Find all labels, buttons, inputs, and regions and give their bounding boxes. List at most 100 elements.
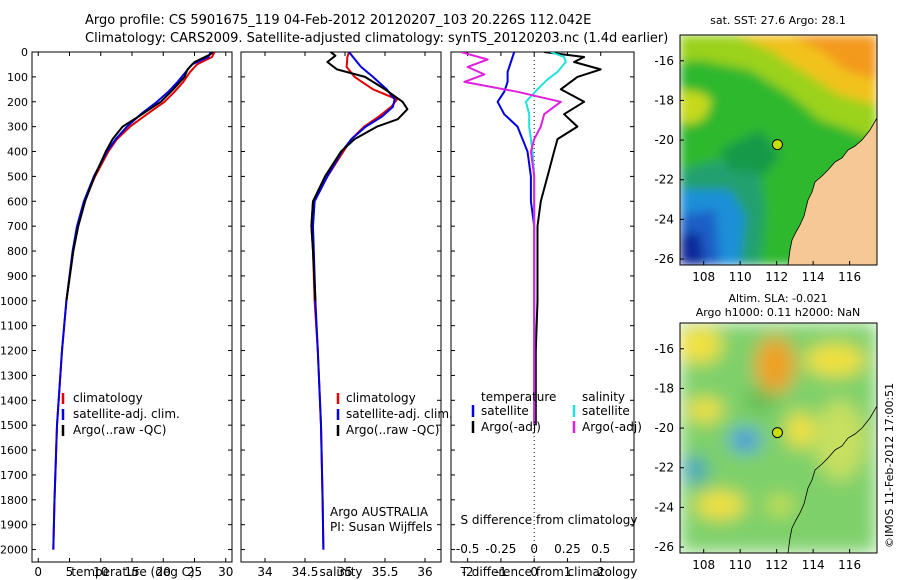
map-x-tick-label: 112 (765, 558, 788, 572)
legend-label-climatology: climatology (346, 391, 416, 405)
sla-map-ticks: 108 110 112 114 116 -16 -18 -20 -22 -24 -26 (654, 342, 861, 572)
map-x-tick-label: 110 (729, 558, 752, 572)
legend-label-sal-satellite: satellite (582, 404, 630, 418)
series-line-satellite-adj-clim- (52, 52, 212, 550)
sst-map-frame (679, 34, 878, 266)
series-line-temperature-argo-adj- (534, 52, 602, 426)
sla-map-subtitle: Argo h1000: 0.11 h2000: NaN (696, 306, 861, 319)
sla-map-argo-marker (771, 427, 783, 439)
sst-map-land (787, 117, 877, 265)
x-tick-label: 30 (218, 565, 233, 579)
sst-map-title: sat. SST: 27.6 Argo: 28.1 (710, 14, 846, 27)
x-tick-label: 10 (93, 565, 108, 579)
legend-header-temperature: temperature (481, 390, 556, 404)
y-tick-label: 1500 (0, 419, 28, 432)
y-tick-label: 800 (7, 245, 28, 258)
map-y-tick-label: -22 (654, 461, 674, 475)
legend-label-satellite: satellite-adj. clim. (73, 407, 180, 421)
temperature-plot-frame (31, 51, 233, 563)
x-tick-label: -1 (495, 565, 507, 579)
argo-program-label: Argo AUSTRALIA (330, 505, 429, 519)
y-tick-label: 900 (7, 270, 28, 283)
map-y-tick-label: -26 (654, 252, 674, 266)
y-tick-label: 1000 (0, 295, 28, 308)
map-y-tick-label: -24 (654, 212, 674, 226)
series-line-climatology (310, 52, 398, 550)
map-x-tick-label: 108 (692, 558, 715, 572)
legend-label-satellite: satellite-adj. clim. (346, 407, 453, 421)
x-tick-label: 36 (417, 565, 432, 579)
y-tick-label: 1100 (0, 320, 28, 333)
temperature-axis-ticks: 0 5 10 15 20 25 300100200300400500600700800900… (0, 46, 233, 579)
map-y-tick-label: -22 (654, 173, 674, 187)
map-y-tick-label: -16 (654, 54, 674, 68)
x-tick-label: 34 (257, 565, 272, 579)
sst-map-argo-marker (771, 139, 783, 151)
salinity-series (310, 52, 409, 550)
map-x-tick-label: 110 (729, 270, 752, 284)
salinity-axis-ticks: 34 34.5 35 35.5 36 (241, 51, 441, 579)
salinity-plot-frame (240, 51, 442, 563)
map-y-tick-label: -16 (654, 342, 674, 356)
y-tick-label: 300 (7, 121, 28, 134)
x-tick-label: 0 (530, 565, 538, 579)
y-tick-label: 1600 (0, 444, 28, 457)
map-x-tick-label: 114 (802, 270, 825, 284)
difference-xlabel-salinity: S difference from climatology (461, 513, 638, 527)
series-line-satellite-adj-clim- (312, 52, 396, 550)
map-x-tick-label: 116 (838, 270, 861, 284)
x-tick-label: 5 (66, 565, 74, 579)
x-tick-label: 35.5 (372, 565, 399, 579)
y-tick-label: 2000 (0, 544, 28, 557)
sla-map-frame (679, 322, 878, 554)
imos-timestamp: ©IMOS 11-Feb-2012 17:00:51 (883, 383, 896, 548)
map-y-tick-label: -18 (654, 381, 674, 395)
y-tick-label: 400 (7, 146, 28, 159)
y-tick-label: 1200 (0, 345, 28, 358)
figure-title-line2: Climatology: CARS2009. Satellite-adjuste… (85, 31, 668, 46)
sla-map-field (680, 323, 877, 553)
series-line-temperature-satellite (496, 52, 536, 426)
x-tick-label: 25 (187, 565, 202, 579)
series-line-climatology (52, 52, 216, 550)
legend-header-salinity: salinity (582, 390, 625, 404)
y-tick-label: 1400 (0, 394, 28, 407)
legend-label-climatology: climatology (73, 391, 143, 405)
sla-map-coastline (787, 405, 877, 553)
map-y-tick-label: -26 (654, 540, 674, 554)
y-tick-label: 500 (7, 170, 28, 183)
legend-label-temp-argo: Argo(-adj) (481, 420, 541, 434)
difference-legend: temperature salinity satellite Argo(-adj… (471, 390, 642, 434)
difference-plot-frame (450, 51, 635, 563)
difference-series (460, 52, 602, 426)
map-x-tick-label: 108 (692, 270, 715, 284)
series-line-argo-raw-qc- (65, 52, 214, 301)
y-tick-label: 1300 (0, 369, 28, 382)
x-tick-label: 34.5 (292, 565, 319, 579)
series-line-argo-raw-qc- (310, 52, 409, 301)
y-tick-label: 700 (7, 220, 28, 233)
map-y-tick-label: -20 (654, 421, 674, 435)
x-tick-label: 15 (124, 565, 139, 579)
map-x-tick-label: 114 (802, 558, 825, 572)
series-line-salinity-satellite (524, 52, 567, 426)
temperature-series (52, 52, 216, 550)
map-y-tick-label: -18 (654, 93, 674, 107)
y-tick-label: 100 (7, 71, 28, 84)
legend-label-argo: Argo(..raw -QC) (73, 423, 166, 437)
map-y-tick-label: -20 (654, 133, 674, 147)
y-tick-label: 1700 (0, 469, 28, 482)
x-tick-label: 35 (337, 565, 352, 579)
x-tick-label: 2 (597, 565, 605, 579)
legend-label-temp-satellite: satellite (481, 404, 529, 418)
difference-xlabel: T difference from climatology (460, 565, 638, 579)
temperature-legend: climatology satellite-adj. clim. Argo(..… (61, 391, 180, 437)
figure-title-line1: Argo profile: CS 5901675_119 04-Feb-2012… (85, 13, 591, 28)
x2-tick-label: 0.25 (554, 542, 581, 556)
legend-label-sal-argo: Argo(-adj) (582, 420, 642, 434)
map-x-tick-label: 116 (838, 558, 861, 572)
x-tick-label: -2 (462, 565, 474, 579)
y-tick-label: 200 (7, 96, 28, 109)
